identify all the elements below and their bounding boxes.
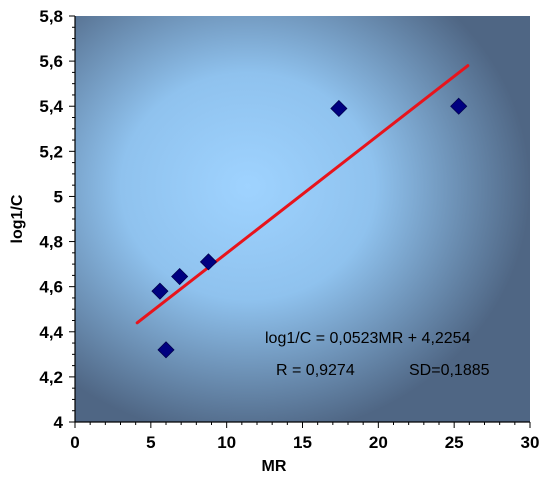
tick-labels: 0 5 10 15 20 25 30 4 4,2 4,4 4,6 4,8 5 5,2 5,4 5,6 5,8 bbox=[39, 7, 539, 452]
data-point bbox=[450, 97, 468, 115]
y-tick-label: 5 bbox=[54, 187, 63, 206]
y-tick-label: 5,2 bbox=[39, 142, 63, 161]
x-tick-label: 15 bbox=[293, 433, 312, 452]
data-point bbox=[199, 253, 218, 271]
x-tick-label: 25 bbox=[445, 433, 464, 452]
y-tick-label: 5,4 bbox=[39, 97, 63, 116]
y-tick-label: 4,8 bbox=[39, 233, 63, 252]
x-tick-label: 0 bbox=[70, 433, 79, 452]
data-point bbox=[151, 282, 169, 300]
y-tick-label: 4 bbox=[54, 413, 64, 432]
data-point bbox=[171, 267, 189, 286]
x-tick-label: 30 bbox=[521, 433, 540, 452]
trendline bbox=[135, 64, 470, 325]
y-tick-label: 5,6 bbox=[39, 52, 63, 71]
x-tick-label: 20 bbox=[369, 433, 388, 452]
standard-deviation: SD=0,1885 bbox=[409, 362, 490, 379]
y-tick-label: 5,8 bbox=[39, 7, 63, 26]
x-axis-title: MR bbox=[262, 458, 287, 475]
y-tick-label: 4,2 bbox=[39, 368, 63, 387]
y-tick-label: 4,4 bbox=[39, 323, 63, 342]
plot-area bbox=[75, 16, 530, 422]
correlation-coefficient: R = 0,9274 bbox=[276, 362, 355, 379]
axes bbox=[69, 15, 531, 428]
data-point bbox=[330, 99, 348, 118]
data-points bbox=[151, 97, 468, 359]
regression-equation: log1/C = 0,0523MR + 4,2254 bbox=[265, 330, 471, 347]
y-tick-label: 4,6 bbox=[39, 278, 63, 297]
x-tick-label: 10 bbox=[217, 433, 236, 452]
trendline-group bbox=[135, 64, 470, 325]
y-axis-title: log1/C bbox=[9, 194, 26, 243]
x-tick-label: 5 bbox=[146, 433, 155, 452]
data-point bbox=[157, 341, 175, 359]
